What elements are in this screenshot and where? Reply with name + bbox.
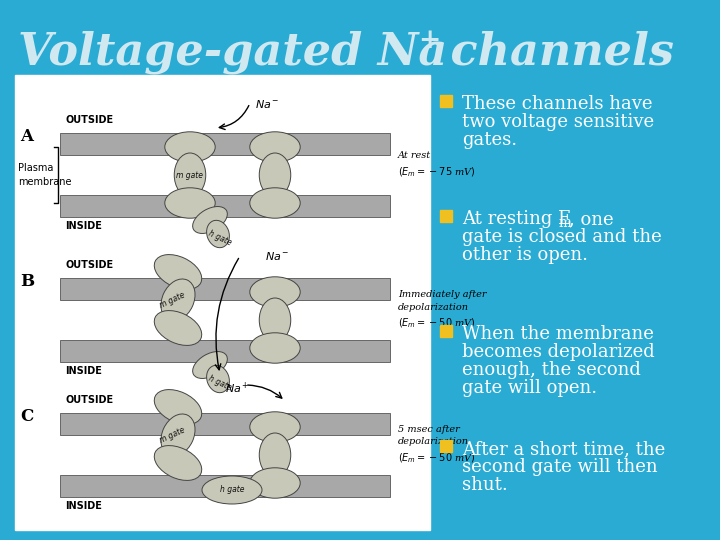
Text: other is open.: other is open.	[462, 246, 588, 264]
FancyBboxPatch shape	[60, 340, 390, 362]
Ellipse shape	[154, 446, 202, 481]
Text: INSIDE: INSIDE	[65, 221, 102, 231]
Ellipse shape	[161, 414, 195, 456]
FancyBboxPatch shape	[60, 133, 390, 155]
Text: two voltage sensitive: two voltage sensitive	[462, 113, 654, 131]
Text: m gate: m gate	[158, 290, 186, 310]
Ellipse shape	[259, 298, 291, 342]
Text: gates.: gates.	[462, 131, 517, 149]
Ellipse shape	[250, 468, 300, 498]
Ellipse shape	[174, 153, 206, 197]
Text: Plasma
membrane: Plasma membrane	[18, 164, 71, 187]
Text: B: B	[20, 273, 34, 290]
Ellipse shape	[207, 366, 230, 393]
Text: Immediately after
depolarization
$(E_m = -50$ mV$)$: Immediately after depolarization $(E_m =…	[398, 290, 487, 330]
Text: m gate: m gate	[176, 171, 204, 179]
Text: INSIDE: INSIDE	[65, 366, 102, 376]
Text: OUTSIDE: OUTSIDE	[65, 115, 113, 125]
Text: A: A	[20, 128, 33, 145]
Ellipse shape	[250, 333, 300, 363]
Text: These channels have: These channels have	[462, 95, 652, 113]
Ellipse shape	[259, 153, 291, 197]
Text: C: C	[20, 408, 33, 425]
Ellipse shape	[250, 188, 300, 218]
Text: second gate will then: second gate will then	[462, 458, 657, 476]
Ellipse shape	[250, 132, 300, 162]
Text: gate will open.: gate will open.	[462, 379, 597, 397]
Text: becomes depolarized: becomes depolarized	[462, 343, 654, 361]
Text: gate is closed and the: gate is closed and the	[462, 228, 662, 246]
Ellipse shape	[193, 206, 228, 233]
Text: h gate: h gate	[220, 485, 244, 495]
Text: 5 msec after
depolarization
$(E_m = -50$ mV$)$: 5 msec after depolarization $(E_m = -50$…	[398, 425, 476, 465]
Ellipse shape	[154, 389, 202, 424]
Text: After a short time, the: After a short time, the	[462, 440, 665, 458]
Text: m gate: m gate	[158, 425, 186, 445]
FancyBboxPatch shape	[60, 475, 390, 497]
Text: Na$^+$: Na$^+$	[225, 381, 249, 396]
Ellipse shape	[250, 412, 300, 442]
Text: +: +	[418, 26, 440, 53]
Text: m: m	[559, 216, 572, 230]
FancyBboxPatch shape	[60, 195, 390, 217]
FancyBboxPatch shape	[440, 210, 452, 222]
FancyBboxPatch shape	[440, 95, 452, 107]
Ellipse shape	[154, 310, 202, 346]
Ellipse shape	[161, 279, 195, 321]
FancyBboxPatch shape	[440, 440, 452, 452]
Text: At resting E: At resting E	[462, 210, 571, 228]
Text: OUTSIDE: OUTSIDE	[65, 395, 113, 405]
FancyBboxPatch shape	[440, 325, 452, 337]
Ellipse shape	[165, 132, 215, 162]
Text: OUTSIDE: OUTSIDE	[65, 260, 113, 270]
Ellipse shape	[154, 254, 202, 289]
FancyBboxPatch shape	[60, 413, 390, 435]
Text: Na$^-$: Na$^-$	[255, 98, 279, 110]
Text: Voltage-gated Na: Voltage-gated Na	[18, 30, 447, 74]
Text: channels: channels	[435, 30, 674, 73]
Text: enough, the second: enough, the second	[462, 361, 641, 379]
Ellipse shape	[193, 352, 228, 379]
Text: When the membrane: When the membrane	[462, 325, 654, 343]
Text: shut.: shut.	[462, 476, 508, 494]
Text: h gate: h gate	[207, 229, 233, 247]
Ellipse shape	[259, 433, 291, 477]
FancyBboxPatch shape	[15, 75, 430, 530]
FancyBboxPatch shape	[60, 278, 390, 300]
Text: At rest
$(E_m = -75$ mV$)$: At rest $(E_m = -75$ mV$)$	[398, 151, 476, 179]
Text: h gate: h gate	[207, 374, 233, 392]
Ellipse shape	[202, 476, 262, 504]
Ellipse shape	[207, 220, 230, 248]
Text: INSIDE: INSIDE	[65, 501, 102, 511]
Ellipse shape	[165, 188, 215, 218]
Ellipse shape	[250, 277, 300, 307]
Text: , one: , one	[569, 210, 613, 228]
Text: Na$^-$: Na$^-$	[265, 250, 289, 262]
